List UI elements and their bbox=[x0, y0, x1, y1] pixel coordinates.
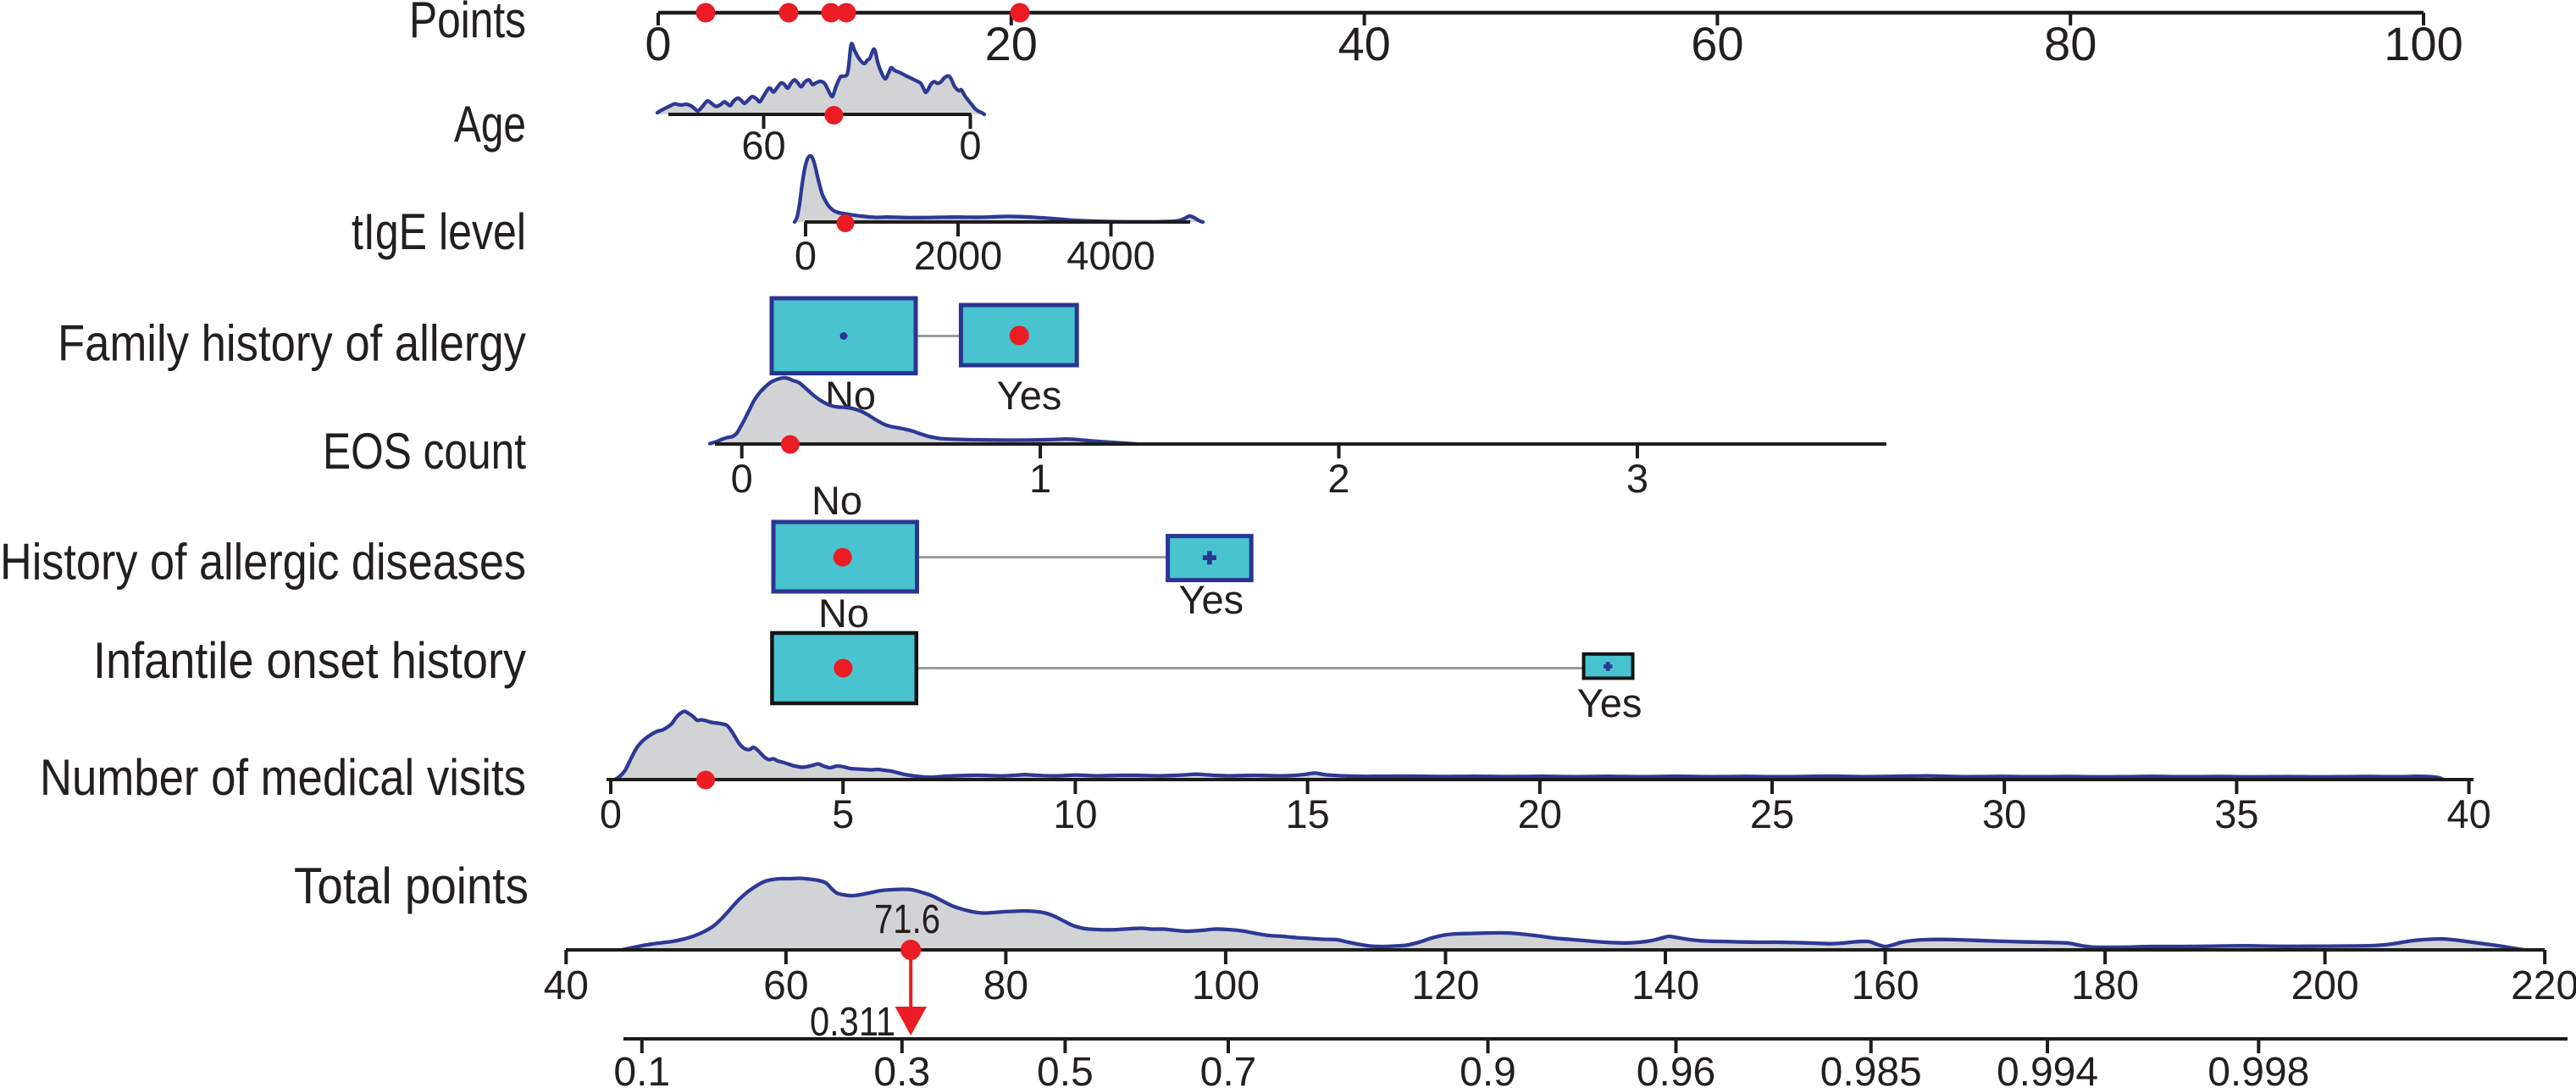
svg-text:0.96: 0.96 bbox=[1637, 1050, 1715, 1088]
svg-text:Infantile onset history: Infantile onset history bbox=[93, 632, 526, 689]
svg-text:80: 80 bbox=[983, 963, 1028, 1008]
svg-text:15: 15 bbox=[1285, 791, 1329, 836]
svg-text:10: 10 bbox=[1053, 791, 1097, 836]
svg-text:0: 0 bbox=[600, 791, 622, 836]
svg-text:2000: 2000 bbox=[914, 233, 1003, 278]
svg-text:30: 30 bbox=[1982, 791, 2026, 836]
svg-text:0.3: 0.3 bbox=[873, 1050, 930, 1088]
svg-text:Yes: Yes bbox=[997, 373, 1062, 418]
svg-text:0.994: 0.994 bbox=[1997, 1050, 2098, 1088]
svg-text:3: 3 bbox=[1626, 456, 1648, 501]
svg-text:200: 200 bbox=[2291, 963, 2359, 1008]
svg-text:2: 2 bbox=[1327, 456, 1349, 501]
svg-text:No: No bbox=[818, 591, 869, 636]
svg-text:Number of medical visits: Number of medical visits bbox=[40, 749, 526, 806]
svg-text:60: 60 bbox=[741, 123, 785, 168]
svg-text:0.9: 0.9 bbox=[1460, 1050, 1516, 1088]
svg-text:35: 35 bbox=[2214, 791, 2258, 836]
svg-text:EOS count: EOS count bbox=[323, 423, 526, 480]
svg-text:0.985: 0.985 bbox=[1820, 1050, 1922, 1088]
svg-text:Family history of allergy: Family history of allergy bbox=[58, 315, 526, 372]
svg-text:160: 160 bbox=[1851, 963, 1919, 1008]
svg-text:120: 120 bbox=[1411, 963, 1479, 1008]
svg-text:Points: Points bbox=[409, 0, 526, 48]
svg-text:0.5: 0.5 bbox=[1037, 1050, 1094, 1088]
svg-text:140: 140 bbox=[1631, 963, 1699, 1008]
svg-text:60: 60 bbox=[763, 963, 808, 1008]
svg-text:20: 20 bbox=[1518, 791, 1562, 836]
svg-text:40: 40 bbox=[1338, 17, 1390, 70]
svg-text:No: No bbox=[812, 478, 862, 523]
svg-text:25: 25 bbox=[1750, 791, 1794, 836]
svg-text:20: 20 bbox=[985, 17, 1038, 70]
svg-text:tIgE level: tIgE level bbox=[352, 203, 526, 260]
svg-text:71.6: 71.6 bbox=[874, 897, 940, 942]
svg-text:Age: Age bbox=[454, 96, 526, 153]
svg-text:History of allergic diseases: History of allergic diseases bbox=[0, 534, 526, 591]
svg-text:Total points: Total points bbox=[294, 858, 529, 914]
svg-text:100: 100 bbox=[1192, 963, 1260, 1008]
svg-text:0.998: 0.998 bbox=[2208, 1050, 2309, 1088]
svg-text:0: 0 bbox=[645, 17, 671, 70]
svg-text:4000: 4000 bbox=[1066, 233, 1155, 278]
svg-text:0.1: 0.1 bbox=[613, 1050, 670, 1088]
svg-text:Yes: Yes bbox=[1577, 680, 1643, 725]
svg-text:0: 0 bbox=[959, 123, 981, 168]
svg-text:1: 1 bbox=[1029, 456, 1051, 501]
svg-text:0.7: 0.7 bbox=[1200, 1050, 1257, 1088]
svg-text:220: 220 bbox=[2511, 963, 2576, 1008]
svg-text:Yes: Yes bbox=[1178, 577, 1244, 622]
svg-text:180: 180 bbox=[2071, 963, 2139, 1008]
svg-text:5: 5 bbox=[832, 791, 854, 836]
svg-text:40: 40 bbox=[544, 963, 589, 1008]
svg-text:0: 0 bbox=[795, 233, 817, 278]
svg-text:80: 80 bbox=[2044, 17, 2097, 70]
svg-text:60: 60 bbox=[1691, 17, 1743, 70]
svg-text:0: 0 bbox=[731, 456, 753, 501]
svg-text:100: 100 bbox=[2384, 17, 2462, 70]
svg-text:40: 40 bbox=[2446, 791, 2490, 836]
